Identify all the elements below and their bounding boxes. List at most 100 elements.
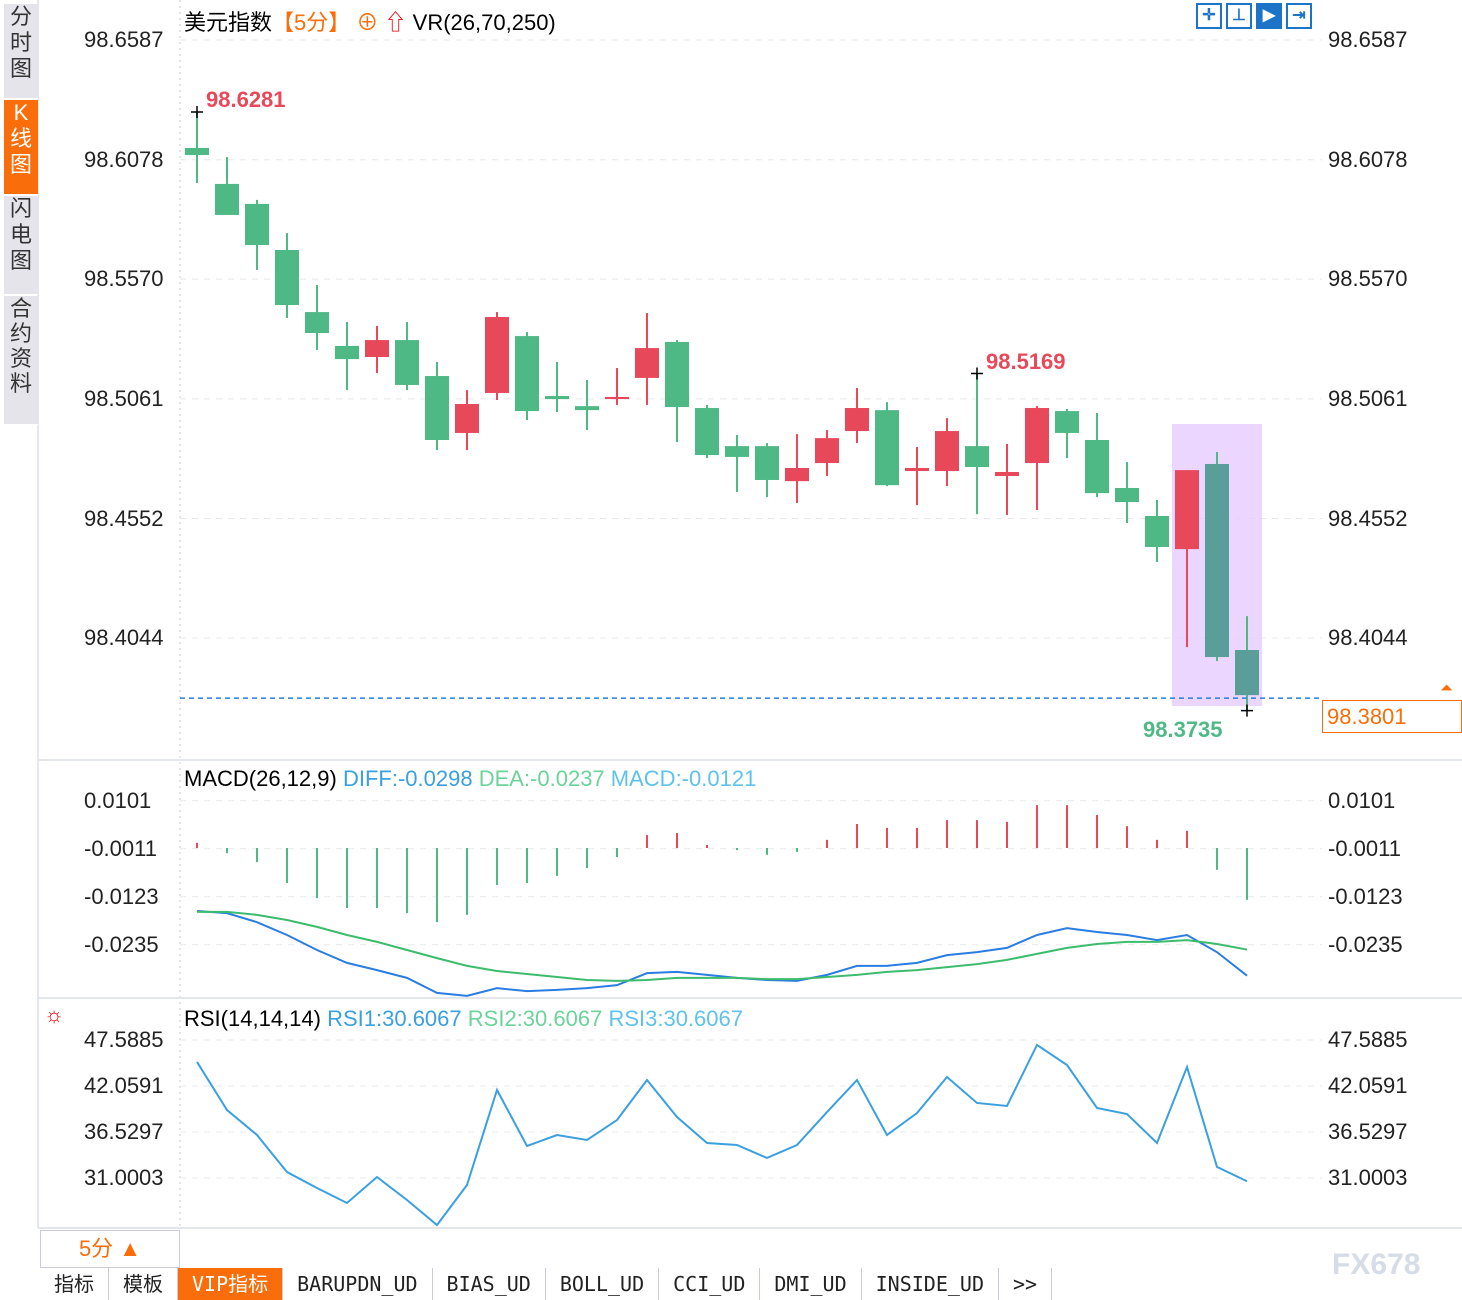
candle-body [785,467,809,482]
rsi-tick-right: 47.5885 [1328,1027,1408,1052]
candle-body [1055,411,1079,433]
bottom-tab-5[interactable]: BOLL_UD [546,1268,660,1300]
candle-body [725,446,749,457]
macd-tick-right: -0.0011 [1328,835,1401,861]
price-tick-right: 98.5570 [1328,266,1408,292]
price-tick-left: 98.4552 [84,505,164,531]
candle-body [965,446,989,468]
dea-legend: DEA:-0.0237 [478,766,605,791]
zoom-in-icon[interactable]: ▶ [1256,3,1282,29]
candle-body [275,249,299,306]
bottom-tab-6[interactable]: CCI_UD [659,1268,761,1300]
candle-body [905,467,929,472]
rsi-tick-left: 42.0591 [84,1073,164,1098]
period-label[interactable]: 【5分】 [272,10,351,35]
candle-body [575,406,599,411]
candle-body [875,410,899,486]
tab-kline[interactable]: K线图 [4,100,38,195]
candle-body [305,312,329,334]
rsi-tick-right: 36.5297 [1328,1119,1408,1144]
bottom-tab-4[interactable]: BIAS_UD [433,1268,546,1300]
candle-body [695,408,719,456]
extreme-marker [191,105,203,118]
candle-body [1115,487,1139,503]
price-tick-right: 98.6587 [1328,27,1408,52]
last-price-marker-icon: ⏶ [1440,680,1453,697]
candle-body [545,396,569,400]
candle-body [1235,649,1259,696]
rsi-header: RSI(14,14,14) RSI1:30.6067 RSI2:30.6067 … [184,1006,743,1032]
indicator-label[interactable]: VR(26,70,250) [412,10,556,35]
candle-body [755,446,779,480]
price-tick-left: 98.6078 [84,146,164,172]
extreme-marker [1241,704,1253,717]
candle-body [935,431,959,472]
candle-body [1175,470,1199,550]
rsi1-legend: RSI1:30.6067 [327,1006,462,1031]
macd-header: MACD(26,12,9) DIFF:-0.0298 DEA:-0.0237 M… [184,766,756,792]
price-tick-right: 98.6078 [1328,146,1408,172]
low-price-label: 98.3735 [1143,717,1223,742]
diff-legend: DIFF:-0.0298 [342,766,473,791]
bottom-tab-8[interactable]: INSIDE_UD [862,1268,1000,1300]
macd-tick-right: -0.0123 [1328,883,1403,909]
rsi-line [196,1043,1248,1227]
candle-body [845,408,869,432]
candle-body [515,336,539,412]
bottom-tab-3[interactable]: BARUPDN_UD [283,1268,433,1300]
bottom-tab-7[interactable]: DMI_UD [760,1268,862,1300]
candle-body [815,438,839,464]
bottom-tab-9[interactable]: >> [999,1268,1053,1300]
candle-body [185,147,209,155]
candle-body [215,183,239,215]
watermark-logo: FX678 [1332,1248,1421,1281]
candle-body [395,340,419,385]
symbol-title: 美元指数 [184,10,273,35]
circle-plus-icon[interactable]: ⊕ [356,10,379,35]
bottom-tabs: 指标 模板 VIP指标 BARUPDN_UD BIAS_UD BOLL_UD CCI_UD D… [40,1268,1053,1300]
candle-body [1085,439,1109,494]
rsi-tick-right: 31.0003 [1328,1165,1408,1190]
bottom-tab-1[interactable]: 模板 [109,1268,178,1300]
candle-body [1145,515,1169,547]
price-tick-right: 98.5061 [1328,385,1408,411]
period-selector[interactable]: 5分 ▲ [40,1230,180,1268]
rsi-tick-left: 31.0003 [84,1165,164,1190]
extreme-marker [971,367,983,380]
candle-body [425,376,449,440]
red-up-arrow-icon[interactable]: ⇧ [384,10,407,35]
rsi-tick-right: 42.0591 [1328,1073,1408,1098]
price-tick-right: 98.4044 [1328,625,1408,650]
macd-tick-left: 0.0101 [84,787,152,813]
local-high-label: 98.5169 [986,349,1066,374]
macd-tick-right: -0.0235 [1328,931,1403,957]
macd-tick-left: -0.0235 [84,931,159,957]
macd-tick-right: 0.0101 [1328,787,1396,813]
tab-contract-info[interactable]: 合约资料 [4,296,38,425]
bottom-tab-2[interactable]: VIP指标 [178,1268,284,1300]
zoom-out-icon[interactable]: ⊥ [1226,3,1252,29]
tab-timeshare[interactable]: 分时图 [4,4,38,99]
price-tick-left: 98.5061 [84,385,164,411]
rsi2-legend: RSI2:30.6067 [467,1006,603,1031]
candle-body [245,203,269,246]
tab-flash[interactable]: 闪电图 [4,196,38,295]
price-tick-left: 98.5570 [84,266,164,292]
macd-title: MACD(26,12,9) [184,766,337,791]
crosshair-icon[interactable]: ✛ [1196,3,1222,29]
rsi-tick-left: 47.5885 [84,1027,164,1052]
macd-tick-left: -0.0011 [84,835,157,861]
diff-line [196,910,1248,997]
candle-body [455,404,479,433]
candle-body [605,396,629,400]
dea-line [197,910,1248,982]
bottom-tab-0[interactable]: 指标 [40,1268,109,1300]
scroll-right-icon[interactable]: ⇥ [1286,3,1312,29]
candle-body [485,317,509,393]
candle-body [1025,408,1049,464]
candle-body [665,341,689,408]
settings-sun-icon[interactable]: ☼ [44,1002,65,1027]
rsi-tick-left: 36.5297 [84,1119,164,1144]
candle-body [635,348,659,378]
